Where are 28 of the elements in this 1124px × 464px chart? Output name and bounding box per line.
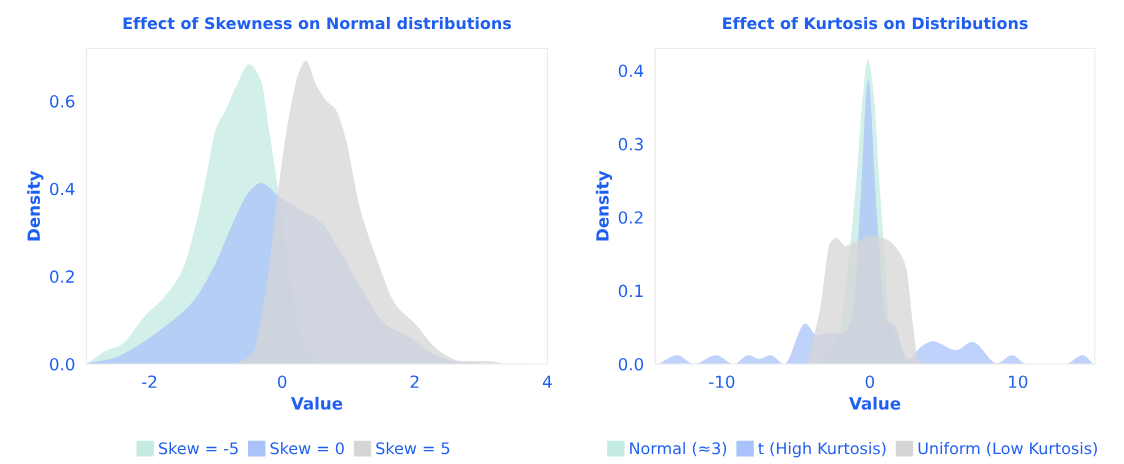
y-tick-label: 0.6 — [50, 95, 75, 108]
y-tick-label: 0.0 — [618, 357, 644, 371]
y-axis-title: Density — [27, 170, 44, 241]
chart-title: Effect of Kurtosis on Distributions — [723, 16, 1028, 30]
y-tick-label: 0.2 — [50, 270, 74, 283]
legend-label: Skew = 0 — [270, 441, 344, 455]
x-tick-label: -10 — [709, 375, 735, 389]
y-tick-label: 0.1 — [618, 284, 643, 298]
legend-label: Uniform (Low Kurtosis) — [918, 441, 1097, 457]
chart-title: Effect of Skewness on Normal distributions — [123, 16, 512, 30]
x-tick-label: 4 — [542, 375, 552, 388]
y-tick-label: 0.4 — [618, 64, 644, 78]
legend-label: Skew = 5 — [376, 441, 450, 455]
y-axis-title: Density — [595, 170, 613, 241]
x-tick-label: 10 — [1009, 375, 1028, 389]
x-tick-label: 0 — [277, 375, 287, 389]
legend-label: Normal (≈3) — [630, 441, 727, 457]
legend-label: t (High Kurtosis) — [758, 441, 886, 458]
legend-label: Skew = -5 — [159, 441, 238, 455]
x-tick-label: 2 — [410, 375, 419, 388]
y-tick-label: 0.4 — [50, 182, 75, 196]
y-tick-label: 0.3 — [618, 137, 643, 151]
y-tick-label: 0.2 — [618, 211, 643, 224]
x-tick-label: -2 — [142, 375, 157, 388]
y-tick-label: 0.0 — [50, 357, 75, 371]
x-tick-label: 0 — [865, 375, 875, 389]
x-axis-title: Value — [849, 396, 901, 410]
x-axis-title: Value — [290, 396, 343, 410]
